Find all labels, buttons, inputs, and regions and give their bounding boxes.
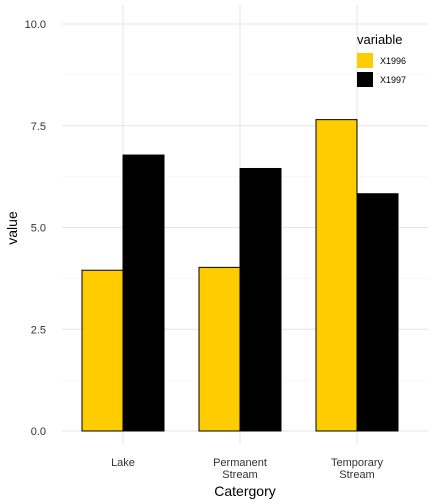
legend-title: variable [357,32,403,47]
x-tick-labels: Lake Permanent Stream Temporary Stream [111,457,383,481]
y-tick-label: 2.5 [31,324,46,336]
y-tick-label: 7.5 [31,121,46,133]
y-tick-label: 5.0 [31,223,46,235]
x-tick-label: Permanent Stream [213,457,267,481]
legend-key-x1996 [357,53,373,68]
bar-x1997-2 [356,193,399,432]
legend-key-x1997 [357,72,373,87]
legend-label: X1997 [380,75,406,85]
x-tick-label: Lake [111,457,135,469]
y-tick-label: 0.0 [31,426,46,438]
legend-label: X1996 [380,56,406,66]
legend: variable X1996 X1997 [357,32,406,87]
y-tick-label: 10.0 [25,19,46,31]
bar-x1996-2 [315,119,358,432]
y-tick-labels: 0.0 2.5 5.0 7.5 10.0 [25,19,46,438]
bars [81,119,399,432]
y-axis-title: value [4,211,20,245]
bar-x1997-1 [239,167,282,432]
x-axis-title: Catergory [214,483,275,499]
bar-x1996-1 [198,266,241,432]
bar-x1996-0 [81,269,124,432]
x-tick-label: Temporary Stream [331,457,383,481]
bar-x1997-0 [122,154,165,432]
